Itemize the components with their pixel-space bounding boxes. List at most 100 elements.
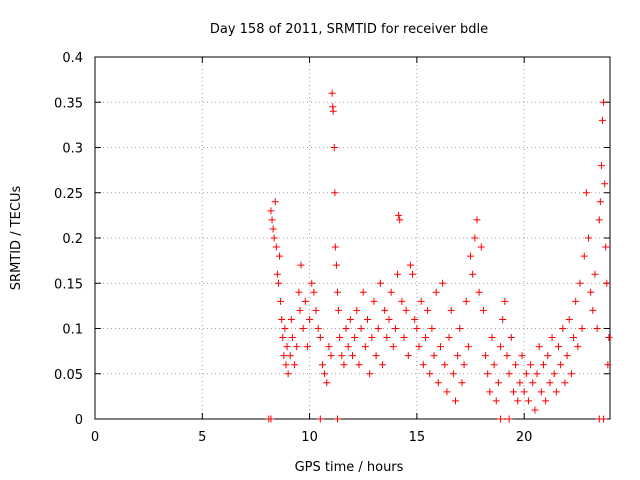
- data-point: [331, 189, 339, 197]
- data-point: [432, 288, 440, 296]
- data-point: [400, 334, 408, 342]
- data-point: [486, 388, 494, 396]
- data-point: [325, 343, 333, 351]
- data-point: [312, 306, 320, 314]
- data-point: [396, 216, 404, 224]
- data-point: [557, 361, 565, 369]
- x-tick-label: 20: [516, 430, 533, 445]
- data-point: [276, 252, 284, 260]
- data-point: [273, 270, 281, 278]
- data-point: [316, 334, 324, 342]
- data-point: [522, 370, 530, 378]
- y-tick-label: 0: [75, 413, 83, 428]
- x-tick-label: 5: [198, 430, 206, 445]
- data-point: [567, 370, 575, 378]
- data-point: [306, 315, 314, 323]
- data-point: [604, 361, 612, 369]
- data-point: [488, 334, 496, 342]
- data-point: [596, 198, 604, 206]
- data-point: [417, 297, 425, 305]
- data-point: [539, 361, 547, 369]
- data-point: [507, 334, 515, 342]
- data-point: [509, 388, 517, 396]
- data-point: [559, 325, 567, 332]
- data-point: [497, 343, 505, 351]
- data-point: [552, 388, 560, 396]
- y-tick-label: 0.25: [54, 187, 83, 202]
- data-point: [286, 352, 294, 360]
- data-point: [467, 252, 475, 260]
- data-point: [546, 379, 554, 387]
- data-point: [464, 343, 472, 351]
- data-point: [372, 352, 380, 360]
- data-point: [535, 343, 543, 351]
- data-point: [331, 243, 339, 251]
- data-point: [387, 288, 395, 296]
- data-point: [428, 325, 436, 332]
- x-tick-label: 10: [301, 430, 318, 445]
- data-point: [591, 270, 599, 278]
- y-axis-title: SRMTID / TECUs: [9, 186, 24, 291]
- data-point: [580, 252, 588, 260]
- y-tick-label: 0.05: [54, 368, 83, 383]
- data-point: [490, 361, 498, 369]
- data-point: [497, 415, 505, 423]
- data-point: [597, 162, 605, 170]
- data-point: [271, 198, 279, 206]
- y-tick-label: 0.1: [62, 323, 83, 338]
- data-point: [593, 325, 601, 332]
- data-point: [333, 288, 341, 296]
- data-point: [449, 370, 457, 378]
- data-point: [379, 361, 387, 369]
- data-point: [321, 370, 329, 378]
- data-point: [520, 388, 528, 396]
- data-point: [385, 315, 393, 323]
- data-point: [278, 315, 286, 323]
- x-axis: 0 5 10 15 20: [91, 57, 533, 445]
- data-point: [296, 306, 304, 314]
- data-point: [288, 334, 296, 342]
- data-point: [563, 352, 571, 360]
- data-point: [494, 379, 502, 387]
- data-point: [394, 270, 402, 278]
- data-point: [291, 361, 299, 369]
- data-point: [542, 397, 550, 405]
- data-point: [361, 343, 369, 351]
- data-point: [283, 343, 291, 351]
- data-point: [318, 361, 326, 369]
- data-point: [434, 379, 442, 387]
- data-point: [501, 297, 509, 305]
- data-point: [297, 261, 305, 269]
- x-tick-label: 0: [91, 430, 99, 445]
- data-point: [293, 343, 301, 351]
- data-point: [351, 334, 359, 342]
- data-point: [430, 352, 438, 360]
- data-point: [454, 352, 462, 360]
- grid: [95, 57, 610, 419]
- data-point: [342, 325, 350, 332]
- data-point: [332, 261, 340, 269]
- data-point: [409, 270, 417, 278]
- data-point: [578, 325, 586, 332]
- data-point: [346, 315, 354, 323]
- data-point: [281, 325, 289, 332]
- data-point: [524, 397, 532, 405]
- data-point: [282, 361, 290, 369]
- data-point: [447, 306, 455, 314]
- data-point: [482, 352, 490, 360]
- data-point: [330, 144, 338, 151]
- data-point: [603, 279, 611, 287]
- data-point: [269, 225, 277, 233]
- data-point: [398, 297, 406, 305]
- data-point: [340, 361, 348, 369]
- y-tick-label: 0.2: [62, 232, 83, 247]
- data-point: [570, 334, 578, 342]
- data-point: [452, 397, 459, 405]
- y-tick-label: 0.4: [62, 51, 83, 66]
- data-series: [265, 89, 613, 423]
- data-point: [370, 297, 378, 305]
- data-point: [349, 352, 356, 360]
- y-tick-label: 0.3: [62, 142, 83, 157]
- data-point: [355, 361, 363, 369]
